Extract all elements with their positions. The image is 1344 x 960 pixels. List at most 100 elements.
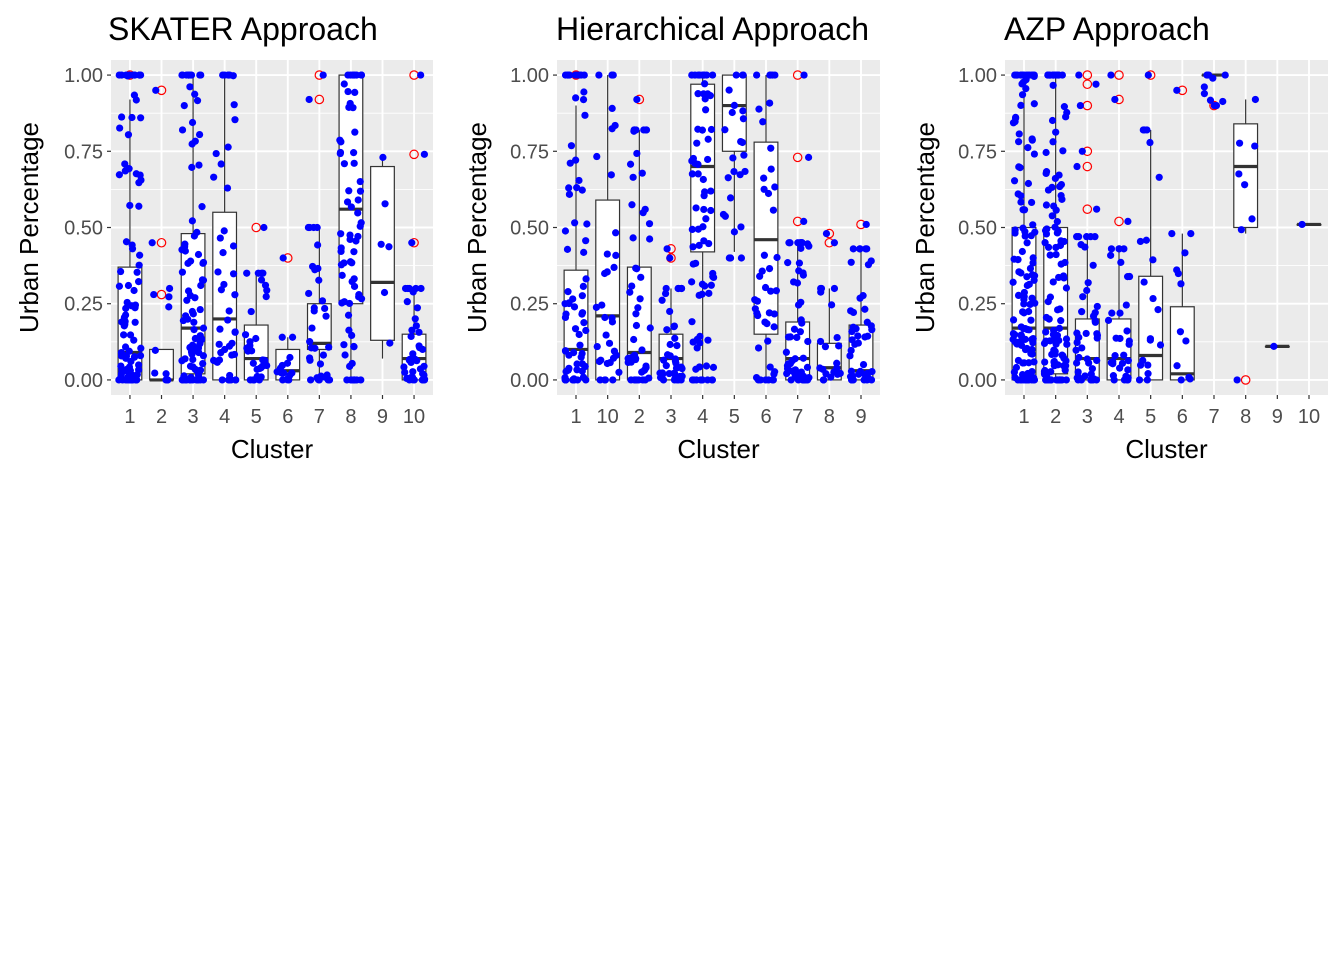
data-point [770,310,778,318]
data-point [578,186,586,194]
data-point [1251,95,1259,104]
data-point [699,90,708,98]
data-point [325,343,333,351]
data-point [849,245,857,253]
data-point [828,301,836,309]
data-point [133,268,141,276]
data-point [231,116,239,124]
data-point [783,369,791,378]
data-point [830,284,839,293]
data-point [1029,259,1037,267]
data-point [671,334,679,342]
data-point [130,336,138,344]
data-point [1044,298,1052,306]
data-point [347,71,355,79]
data-point [1049,278,1057,286]
box-cluster-8 [816,228,844,384]
x-tick-label: 9 [377,406,388,428]
data-point [575,176,583,185]
y-tick-label: 0.75 [64,141,103,163]
x-tick-label: 7 [1208,406,1219,428]
data-point [1015,163,1023,171]
data-point [763,320,771,328]
data-point [354,209,362,217]
data-point [867,376,876,384]
data-point [561,313,570,322]
data-point [571,71,579,79]
data-point [630,335,638,344]
data-point [351,88,359,96]
data-point [856,294,864,302]
data-point [626,160,635,168]
data-point [115,171,123,179]
data-point [417,71,425,79]
data-point [1093,334,1101,342]
data-point [1057,317,1065,325]
data-point [349,104,357,112]
data-point [1014,256,1022,264]
data-point [1062,284,1071,292]
data-point [1091,309,1099,317]
data-point [693,335,701,343]
outlier-point [156,237,167,248]
data-point [708,71,717,79]
data-point [1143,126,1151,134]
data-point [241,331,250,339]
data-point [767,287,775,295]
data-point [1025,359,1033,367]
data-point [379,153,387,161]
data-point [1009,119,1018,127]
data-point [350,248,358,256]
data-point [1045,315,1053,323]
data-point [346,258,355,266]
data-point [117,362,125,370]
data-point [1074,368,1082,376]
data-point [702,362,711,370]
y-tick-label: 0.00 [510,370,549,392]
data-point [150,290,158,299]
x-tick-label: 5 [729,406,740,428]
data-point [1058,376,1066,384]
x-tick-label: 6 [282,406,293,428]
data-point [1025,307,1033,316]
data-point [1115,245,1123,253]
x-tick-label: 4 [697,406,708,428]
data-point [854,339,862,347]
box-cluster-9 [1264,342,1290,350]
data-point [152,86,160,94]
data-point [1117,258,1125,266]
data-point [628,282,636,290]
data-point [737,223,745,231]
data-point [762,376,770,384]
data-point [344,87,352,96]
data-point [612,229,620,237]
data-point [624,358,632,367]
data-point [1026,264,1035,273]
data-point [642,364,650,372]
data-point [629,234,637,242]
data-point [1125,337,1133,345]
y-tick-label: 0.25 [958,294,997,316]
data-point [612,251,620,260]
data-point [338,271,346,279]
data-point [663,351,672,359]
data-point [739,107,747,115]
data-point [280,369,288,377]
data-point [1073,162,1081,171]
data-point [662,362,670,370]
data-point [165,284,174,293]
data-point [1116,309,1124,317]
data-point [665,369,673,378]
data-point [697,376,705,384]
box-cluster-4 [688,71,718,384]
data-point [1136,237,1145,246]
data-point [689,243,697,251]
data-point [1088,365,1096,373]
data-point [1015,138,1023,146]
data-point [1200,90,1208,98]
data-point [136,251,144,259]
data-point [564,71,572,79]
data-point [783,362,792,370]
data-point [701,188,709,196]
data-point [1059,352,1067,360]
